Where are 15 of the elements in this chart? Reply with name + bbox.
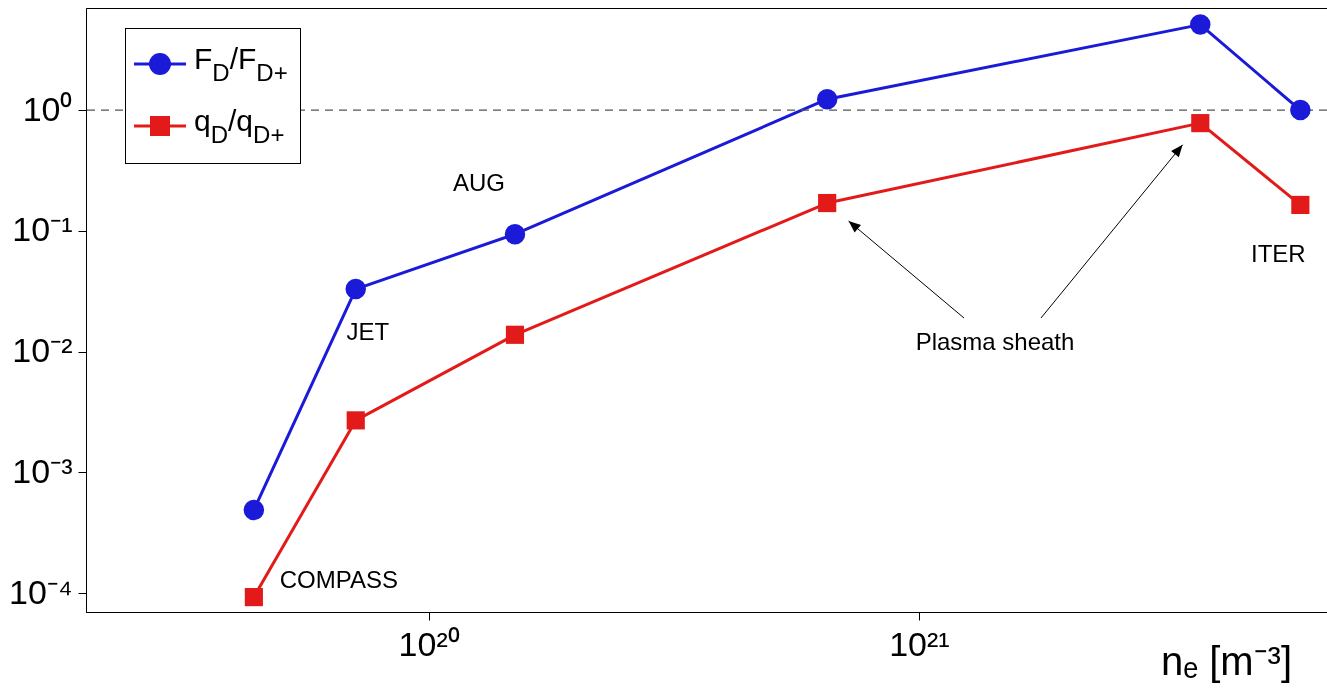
x-tick-label: 10²¹ (889, 624, 950, 663)
annotation: AUG (452, 169, 505, 197)
x-axis-title: nₑ [m⁻³] (1160, 638, 1293, 683)
annotation: Plasma sheath (915, 328, 1075, 355)
legend-label: F$_{D}$/F$_{D+}$ (194, 41, 288, 87)
y-tick-label: 10⁻³ (12, 451, 73, 490)
y-tick-label: 10⁻¹ (12, 210, 73, 249)
y-tick-label: 10⁻² (12, 331, 73, 370)
legend-label: q$_{D}$/q$_{D+}$ (194, 103, 285, 149)
x-tick-label: 10²⁰ (398, 624, 460, 663)
annotation: JET (346, 318, 390, 346)
y-tick-label: 10⁻⁴ (9, 572, 73, 611)
annotation: ITER (1251, 239, 1306, 267)
y-tick-label: 10⁰ (22, 89, 73, 128)
annotation: COMPASS (279, 566, 398, 594)
